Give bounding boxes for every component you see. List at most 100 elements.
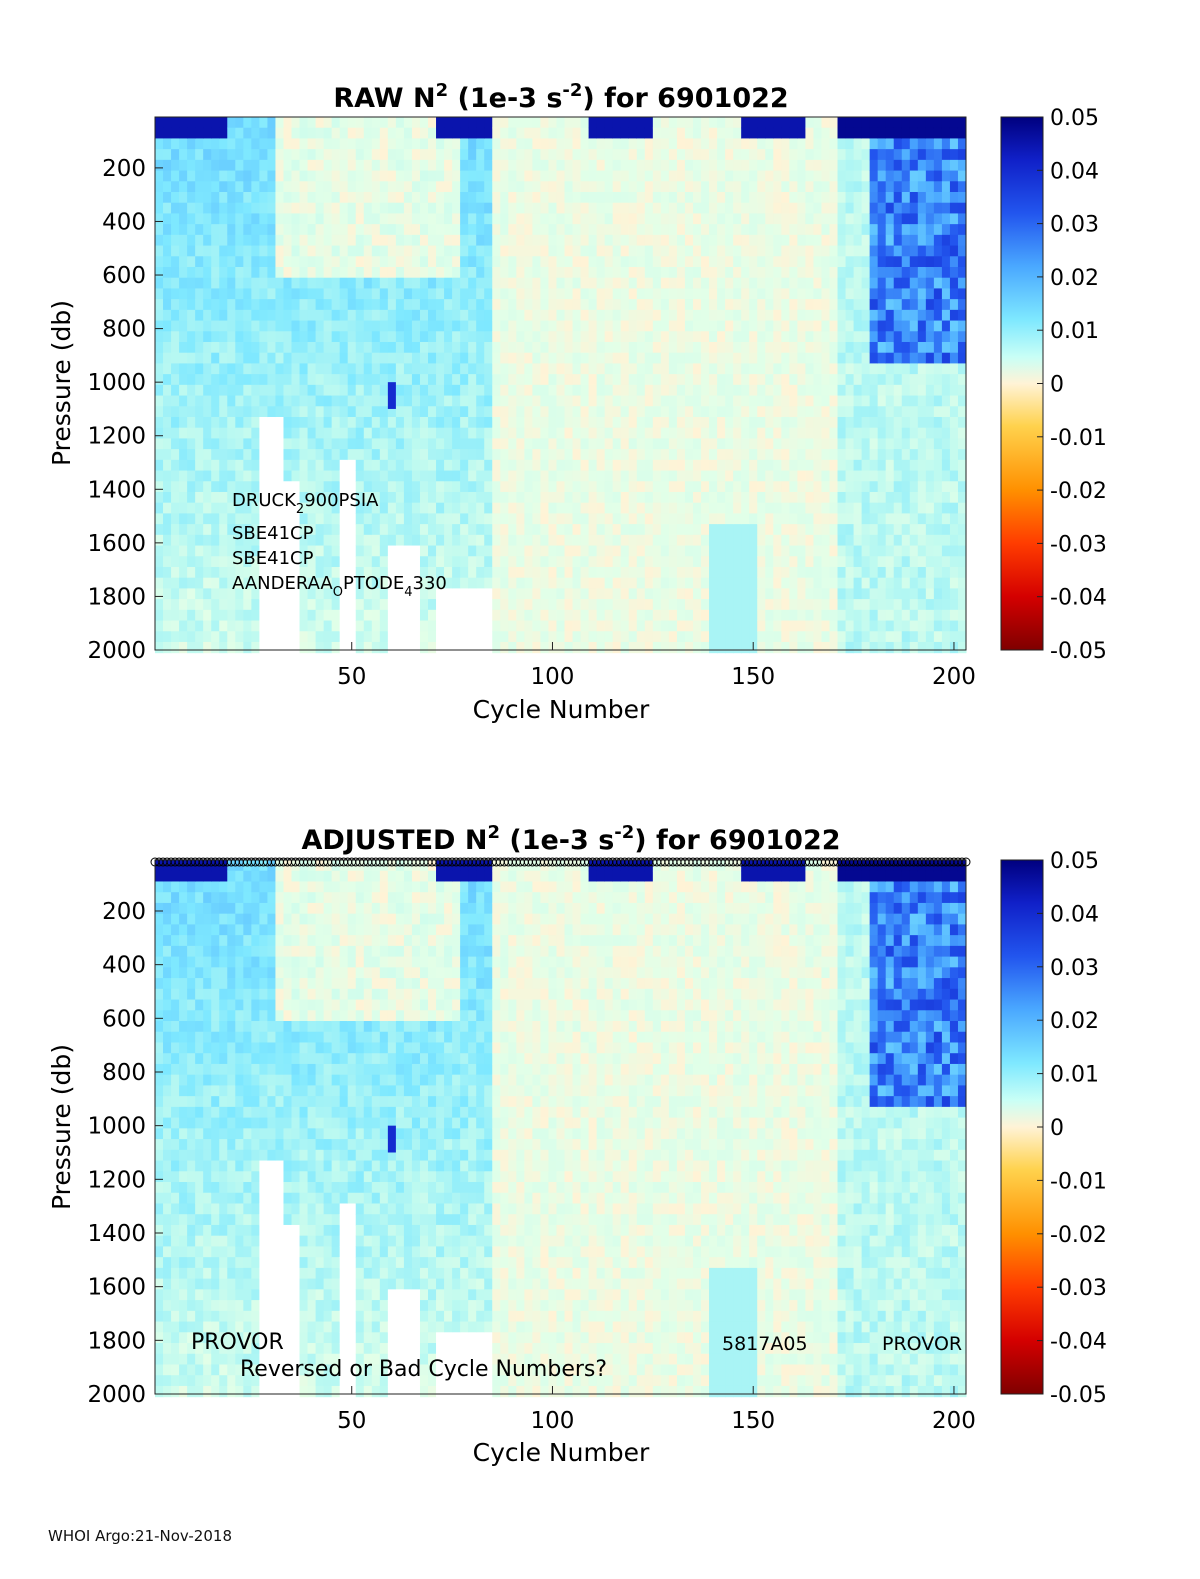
heatmap-cell xyxy=(757,159,766,172)
heatmap-cell xyxy=(725,149,734,161)
heatmap-cell xyxy=(227,149,236,161)
heatmap-cell xyxy=(901,491,911,504)
heatmap-cell xyxy=(395,513,405,525)
heatmap-cell xyxy=(403,288,413,300)
heatmap-cell xyxy=(893,599,903,611)
heatmap-cell xyxy=(411,459,421,472)
heatmap-cell xyxy=(588,599,598,611)
heatmap-cell xyxy=(259,309,268,322)
heatmap-cell xyxy=(419,631,429,643)
heatmap-cell xyxy=(379,481,389,493)
heatmap-cell xyxy=(877,181,887,193)
heatmap-cell xyxy=(155,577,164,589)
heatmap-cell xyxy=(757,384,766,397)
heatmap-cell xyxy=(564,320,574,332)
heatmap-cell xyxy=(315,470,325,482)
heatmap-cell xyxy=(717,256,726,268)
heatmap-cell xyxy=(588,213,598,225)
heatmap-cell xyxy=(829,577,839,589)
heatmap-cell xyxy=(741,620,750,632)
heatmap-cell xyxy=(861,245,871,257)
heatmap-cell xyxy=(460,127,469,139)
heatmap-cell xyxy=(379,566,389,579)
heatmap-cell xyxy=(492,556,501,568)
heatmap-cell xyxy=(187,170,196,182)
heatmap-cell xyxy=(339,202,349,214)
heatmap-cell xyxy=(516,641,525,654)
heatmap-cell xyxy=(179,299,188,311)
heatmap-cell xyxy=(668,427,678,439)
heatmap-cell xyxy=(773,288,782,300)
heatmap-cell xyxy=(925,191,935,204)
heatmap-cell xyxy=(219,331,228,343)
heatmap-cell xyxy=(941,395,951,407)
heatmap-cell xyxy=(813,256,822,268)
heatmap-cell xyxy=(853,545,863,557)
heatmap-cell xyxy=(548,502,557,514)
heatmap-cell xyxy=(789,427,798,439)
heatmap-cell xyxy=(524,406,533,418)
heatmap-cell xyxy=(275,277,284,289)
heatmap-cell xyxy=(355,406,365,418)
heatmap-cell xyxy=(283,395,293,407)
heatmap-cell xyxy=(869,309,879,322)
heatmap-cell xyxy=(419,320,429,332)
heatmap-cell xyxy=(195,159,204,172)
heatmap-cell xyxy=(331,481,341,493)
heatmap-cell xyxy=(837,427,847,439)
heatmap-cell xyxy=(548,352,557,364)
heatmap-cell xyxy=(660,277,670,289)
heatmap-cell xyxy=(163,213,172,225)
heatmap-cell xyxy=(267,341,276,354)
heatmap-cell xyxy=(925,374,935,386)
heatmap-cell xyxy=(709,577,718,589)
heatmap-cell xyxy=(644,599,654,611)
heatmap-cell xyxy=(701,117,710,129)
heatmap-cell xyxy=(789,470,798,482)
heatmap-cell xyxy=(717,320,726,332)
heatmap-cell xyxy=(163,406,172,418)
heatmap-cell xyxy=(179,149,188,161)
heatmap-cell xyxy=(532,502,541,514)
heatmap-cell xyxy=(845,502,855,514)
heatmap-cell xyxy=(676,266,686,279)
heatmap-cell xyxy=(588,299,598,311)
heatmap-cell xyxy=(628,427,638,439)
heatmap-cell xyxy=(275,374,284,386)
heatmap-cell xyxy=(660,524,670,536)
heatmap-cell xyxy=(805,127,814,139)
heatmap-cell xyxy=(789,170,798,182)
heatmap-cell xyxy=(652,384,662,397)
heatmap-cell xyxy=(444,566,453,579)
heatmap-cell xyxy=(179,395,188,407)
heatmap-cell xyxy=(331,577,341,589)
heatmap-cell xyxy=(195,481,204,493)
heatmap-cell xyxy=(580,363,590,375)
heatmap-cell xyxy=(572,170,582,182)
heatmap-cell xyxy=(331,266,341,279)
heatmap-cell xyxy=(781,384,790,397)
heatmap-cell xyxy=(853,491,863,504)
heatmap-cell xyxy=(195,341,204,354)
heatmap-cell xyxy=(331,406,341,418)
heatmap-cell xyxy=(644,416,654,429)
heatmap-cell xyxy=(195,641,204,654)
heatmap-cell xyxy=(403,374,413,386)
heatmap-cell xyxy=(717,481,726,493)
heatmap-cell xyxy=(500,234,509,247)
heatmap-cell xyxy=(556,577,566,589)
heatmap-cell xyxy=(339,545,349,557)
heatmap-cell xyxy=(684,470,694,482)
heatmap-cell xyxy=(949,117,959,129)
heatmap-cell xyxy=(227,384,236,397)
heatmap-cell xyxy=(901,277,911,289)
heatmap-cell xyxy=(604,416,614,429)
heatmap-cell xyxy=(885,320,895,332)
heatmap-cell xyxy=(484,406,493,418)
heatmap-cell xyxy=(508,299,517,311)
heatmap-cell xyxy=(347,577,357,589)
heatmap-cell xyxy=(436,149,445,161)
heatmap-cell xyxy=(893,202,903,214)
heatmap-cell xyxy=(773,631,782,643)
heatmap-cell xyxy=(837,513,847,525)
